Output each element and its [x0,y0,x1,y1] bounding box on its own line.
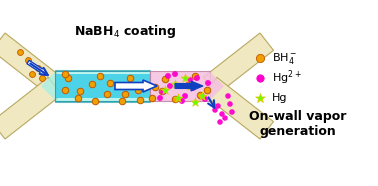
Point [119,100,125,102]
FancyArrow shape [175,81,203,91]
Point [222,116,228,119]
Point [157,97,163,100]
Point [192,75,198,78]
Point [205,81,211,84]
Point [219,113,225,116]
Point [185,84,191,86]
Point [172,83,178,86]
Point [159,89,165,92]
Point [175,97,181,100]
Polygon shape [203,33,274,95]
Point [257,97,263,100]
Polygon shape [0,77,62,139]
Point [190,86,196,89]
Point [89,83,95,86]
Point [197,94,203,97]
Point [165,75,171,78]
Point [127,76,133,79]
FancyArrow shape [27,60,48,75]
Point [35,67,41,70]
Point [187,84,193,87]
Point [149,97,155,100]
Polygon shape [150,71,210,101]
Point [152,86,158,89]
Polygon shape [55,74,150,98]
Point [122,92,128,95]
Point [92,100,98,102]
Text: BH$_4^-$: BH$_4^-$ [272,51,297,65]
Point [65,76,71,79]
Point [17,51,23,54]
Polygon shape [0,33,62,95]
Point [199,94,205,97]
Point [104,92,110,95]
Point [77,89,83,92]
Point [194,76,200,79]
FancyArrow shape [115,80,157,92]
Polygon shape [41,72,55,100]
Text: Hg$^{2+}$: Hg$^{2+}$ [272,69,302,87]
Point [97,75,103,78]
Point [192,100,198,103]
Point [29,73,35,76]
Point [167,84,173,87]
Polygon shape [55,70,150,102]
Point [215,105,221,108]
Point [135,89,141,92]
Point [187,78,193,81]
Point [217,121,223,124]
Point [107,81,113,84]
Point [75,97,81,100]
Point [62,73,68,76]
Point [137,99,143,102]
Point [172,97,178,100]
Point [182,76,188,79]
Text: NaBH$_4$ coating: NaBH$_4$ coating [74,23,177,39]
Point [202,97,208,100]
Point [204,89,210,92]
Point [182,94,188,97]
Point [39,76,45,79]
Point [225,94,231,97]
Text: Hg: Hg [272,93,288,103]
Point [160,91,166,94]
Point [229,110,235,113]
Point [257,57,263,60]
Point [179,100,185,102]
Point [162,78,168,81]
Point [25,59,31,62]
Polygon shape [210,72,224,100]
Point [172,73,178,76]
Point [62,89,68,92]
Point [212,108,218,111]
Point [257,76,263,79]
Point [162,89,168,92]
Polygon shape [203,77,274,139]
Point [227,102,233,105]
Text: On-wall vapor
generation: On-wall vapor generation [249,110,347,138]
